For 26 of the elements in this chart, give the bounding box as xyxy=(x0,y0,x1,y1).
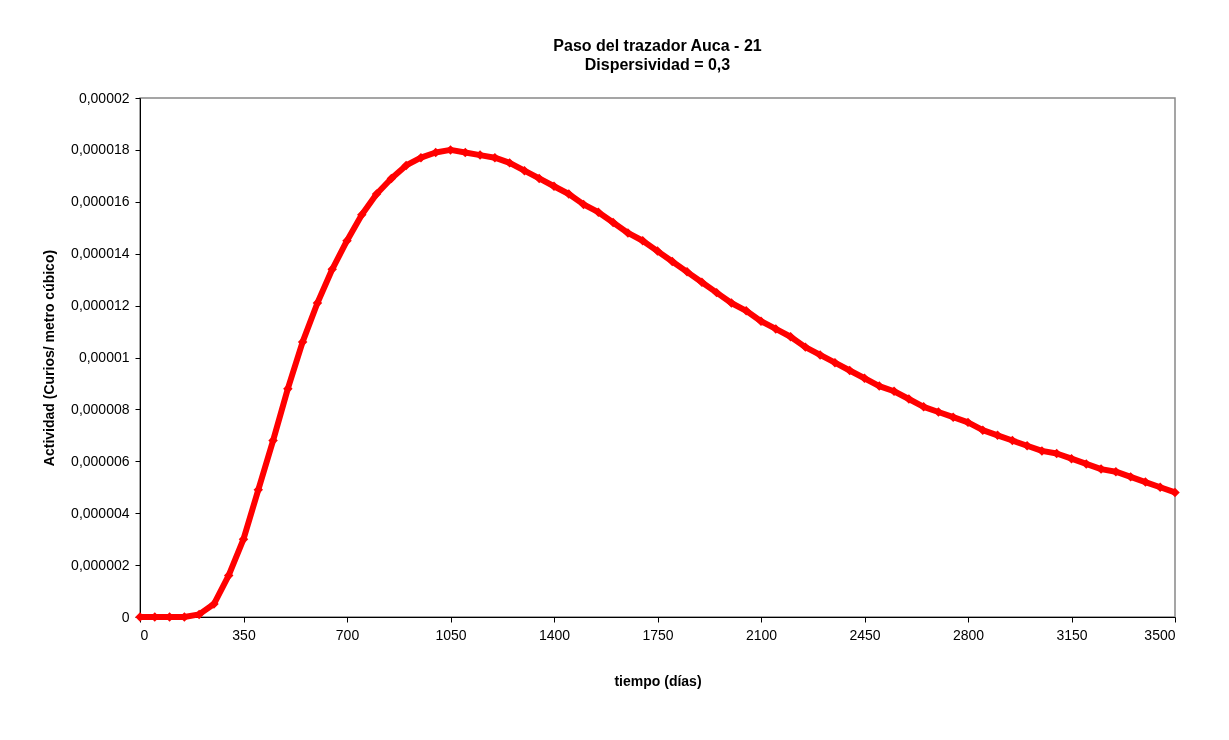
x-tick-label: 350 xyxy=(232,626,256,643)
x-tick-label: 2800 xyxy=(952,626,985,643)
y-tick-label: 0,000016 xyxy=(71,193,130,210)
y-axis-title: Actividad (Curios/ metro cúbico) xyxy=(41,249,58,467)
y-tick-label: 0,000014 xyxy=(71,245,130,262)
x-tick-label: 3500 xyxy=(1144,626,1176,643)
chart-title: Paso del trazador Auca - 21 xyxy=(553,37,762,54)
x-tick-label: 0 xyxy=(140,626,149,643)
y-tick-label: 0,000006 xyxy=(71,452,130,469)
y-tick-label: 0,000008 xyxy=(71,400,130,417)
x-tick-label: 2100 xyxy=(745,626,778,643)
y-tick-label: 0,000004 xyxy=(71,504,130,521)
chart-subtitle: Dispersividad = 0,3 xyxy=(584,56,731,73)
y-tick-label: 0,000012 xyxy=(71,297,130,314)
y-tick-label: 0,00001 xyxy=(78,349,130,365)
y-tick-label: 0,000002 xyxy=(71,556,130,573)
x-tick-label: 1050 xyxy=(435,626,467,643)
x-axis-title: tiempo (días) xyxy=(614,672,702,689)
x-tick-label: 1400 xyxy=(538,626,571,643)
y-tick-label: 0 xyxy=(121,608,130,625)
x-tick-label: 3150 xyxy=(1056,626,1088,643)
x-tick-label: 2450 xyxy=(849,626,881,643)
x-tick-label: 700 xyxy=(335,626,360,643)
y-tick-label: 0,00002 xyxy=(78,89,130,106)
y-tick-label: 0,000018 xyxy=(71,141,130,158)
x-tick-label: 1750 xyxy=(642,626,674,643)
